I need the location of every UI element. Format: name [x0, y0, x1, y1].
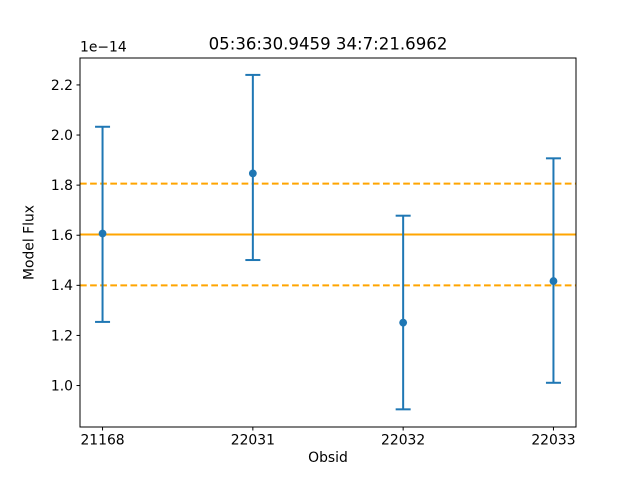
x-tick-label: 22031: [231, 433, 275, 449]
y-axis-label: Model Flux: [22, 205, 38, 280]
data-point-marker: [549, 277, 558, 285]
y-tick-label: 1.4: [51, 278, 73, 294]
errorbar-series: [95, 73, 561, 411]
data-point-marker: [98, 229, 107, 238]
y-tick-label: 2.0: [51, 128, 73, 144]
y-tick-label: 1.6: [51, 228, 73, 244]
data-point-marker: [248, 169, 257, 178]
errorbar-point: [395, 214, 411, 411]
errorbar-point: [95, 125, 111, 323]
y-tick-label: 2.2: [51, 78, 73, 94]
errorbar-point: [245, 73, 261, 262]
data-point-marker: [399, 318, 408, 327]
plot-title: 05:36:30.9459 34:7:21.6962: [209, 35, 448, 54]
axes-frame: [79, 57, 577, 428]
x-axis: 21168 22031 22032 22033: [80, 427, 576, 449]
y-tick-label: 1.0: [51, 378, 73, 394]
y-offset-label: 1e−14: [80, 40, 127, 56]
x-tick-label: 22033: [531, 433, 575, 449]
y-axis: 1.0 1.2 1.4 1.6 1.8 2.0 2.2: [51, 78, 80, 394]
x-tick-label: 22032: [381, 433, 425, 449]
x-tick-label: 21168: [80, 433, 124, 449]
errorbar-point: [545, 157, 561, 384]
reference-lines: [80, 182, 576, 287]
y-tick-label: 1.8: [51, 178, 73, 194]
x-axis-label: Obsid: [308, 450, 348, 466]
y-tick-label: 1.2: [51, 328, 73, 344]
